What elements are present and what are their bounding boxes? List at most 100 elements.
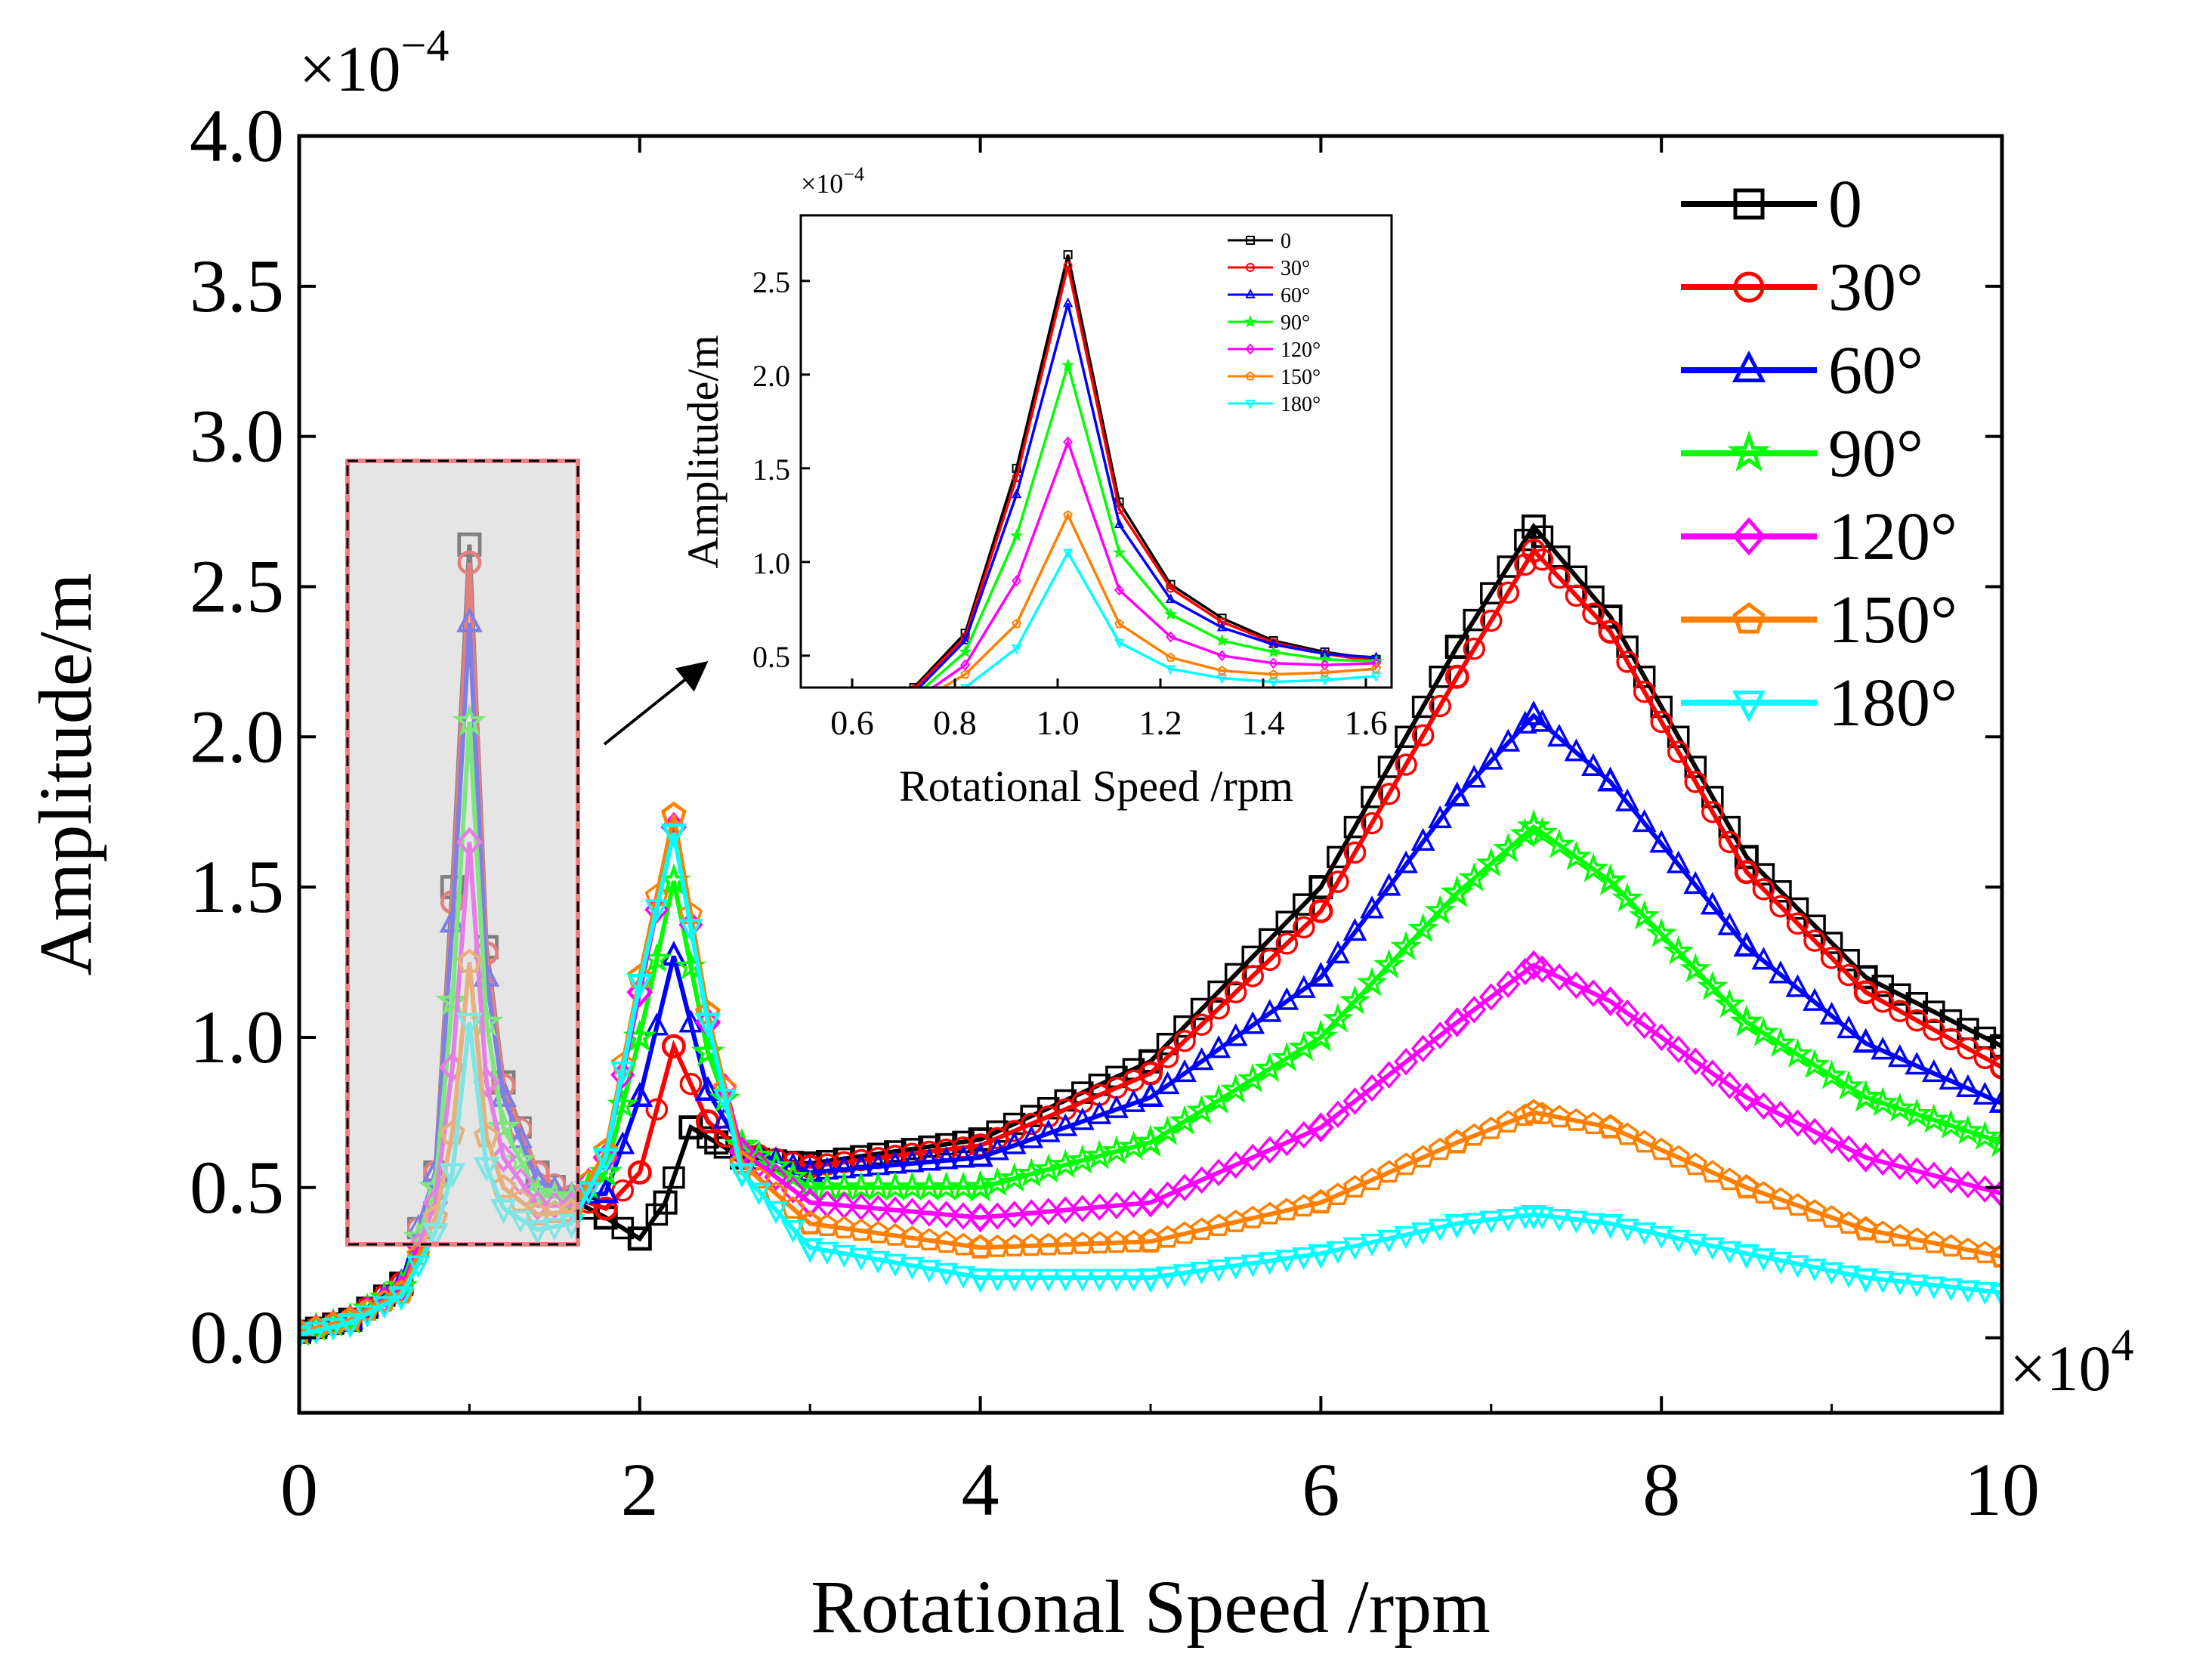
inset-legend-marker bbox=[1245, 400, 1256, 410]
main-data-point bbox=[1852, 1268, 1879, 1293]
main-data-point bbox=[1819, 1127, 1844, 1154]
main-data-point bbox=[1887, 1044, 1912, 1068]
inset-data-point bbox=[1217, 617, 1227, 627]
main-data-point bbox=[1308, 875, 1333, 900]
main-data-point bbox=[1478, 746, 1503, 770]
main-data-point bbox=[1410, 827, 1435, 851]
main-data-point bbox=[1101, 1135, 1132, 1165]
main-data-point bbox=[1257, 999, 1282, 1022]
main-data-point bbox=[1803, 1258, 1827, 1282]
main-data-point bbox=[1988, 1178, 2002, 1209]
inset-series-3 bbox=[922, 358, 1383, 688]
main-data-point bbox=[1155, 1266, 1180, 1290]
inset-legend-label: 60° bbox=[1281, 284, 1310, 308]
main-data-point bbox=[1819, 1001, 1844, 1025]
main-data-point bbox=[1632, 1222, 1657, 1246]
main-data-point bbox=[1410, 1222, 1435, 1246]
main-data-point bbox=[1666, 1229, 1691, 1253]
main-data-point bbox=[1939, 1166, 1963, 1195]
main-data-point bbox=[1581, 979, 1606, 1007]
main-data-point bbox=[1308, 962, 1334, 987]
main-data-point bbox=[1207, 997, 1230, 1020]
main-data-point bbox=[780, 1176, 805, 1204]
main-data-point bbox=[1785, 974, 1810, 997]
main-data-point bbox=[1254, 1052, 1286, 1083]
inset-data-point bbox=[1268, 669, 1278, 679]
main-data-point bbox=[1407, 913, 1439, 943]
main-data-point bbox=[610, 1062, 635, 1085]
main-data-point bbox=[1820, 947, 1843, 969]
main-data-point bbox=[1002, 1131, 1027, 1154]
main-data-point bbox=[1905, 1275, 1929, 1298]
main-data-point bbox=[337, 1313, 363, 1339]
main-data-point bbox=[1274, 987, 1299, 1010]
inset-data-point bbox=[1217, 665, 1227, 675]
inset-legend-marker bbox=[1243, 314, 1257, 328]
main-data-point bbox=[644, 1012, 669, 1036]
main-data-point bbox=[1560, 840, 1593, 870]
main-legend-label: 180° bbox=[1828, 666, 1957, 740]
main-data-point bbox=[1002, 1201, 1027, 1229]
main-data-point bbox=[1905, 1052, 1929, 1075]
main-data-point bbox=[1887, 1152, 1912, 1181]
main-data-point bbox=[917, 1199, 941, 1227]
main-data-point bbox=[1973, 1241, 1997, 1264]
main-data-point bbox=[1326, 1241, 1350, 1264]
main-data-point bbox=[304, 1321, 329, 1346]
inset-series-line bbox=[922, 360, 1376, 688]
main-data-point bbox=[1429, 694, 1451, 718]
main-data-point bbox=[388, 1286, 415, 1312]
main-data-point bbox=[1683, 870, 1708, 895]
main-data-point bbox=[626, 1082, 653, 1107]
main-data-point bbox=[1988, 1283, 2002, 1309]
main-data-point bbox=[1395, 753, 1417, 776]
main-y-tick-label: 4.0 bbox=[190, 94, 284, 178]
main-data-point bbox=[883, 1222, 907, 1246]
inset-data-point bbox=[910, 709, 918, 716]
main-data-point bbox=[1189, 1166, 1214, 1195]
main-data-point bbox=[1633, 1130, 1657, 1153]
main-data-point bbox=[645, 1098, 669, 1121]
main-data-point bbox=[1548, 566, 1571, 589]
main-data-point bbox=[1819, 1262, 1844, 1285]
main-data-point bbox=[1751, 947, 1776, 970]
inset-data-point bbox=[1217, 650, 1228, 662]
main-data-point bbox=[985, 1202, 1010, 1230]
main-data-point bbox=[934, 1201, 959, 1229]
main-data-point bbox=[1308, 1244, 1334, 1269]
main-data-point bbox=[592, 1148, 619, 1173]
main-data-point bbox=[1327, 870, 1349, 893]
main-data-point bbox=[1935, 1109, 1966, 1139]
inset-y-tick-label: 1.5 bbox=[752, 453, 790, 487]
main-data-point bbox=[1104, 1191, 1129, 1219]
inset-axis-ticks: 0.6 0.8 1.0 1.2 1.4 1.6 0.5 1.0 1.5 2.0 2.5 bbox=[752, 265, 1388, 742]
main-data-point bbox=[1615, 999, 1640, 1028]
inset-legend-label: 180° bbox=[1281, 393, 1321, 416]
main-data-point bbox=[1410, 1034, 1435, 1063]
main-data-point bbox=[780, 1219, 805, 1244]
main-data-point bbox=[1889, 1000, 1911, 1022]
main-data-point bbox=[1190, 997, 1213, 1021]
main-data-point bbox=[981, 1167, 1013, 1197]
main-data-point bbox=[592, 1178, 619, 1204]
main-data-point bbox=[653, 1190, 678, 1215]
main-data-point bbox=[1462, 1213, 1487, 1236]
main-data-point bbox=[661, 1034, 686, 1059]
inset-legend: 0 30° 60° 90° 120° 150° 180° bbox=[1228, 230, 1321, 416]
main-data-point bbox=[1373, 949, 1405, 979]
main-data-point bbox=[1564, 738, 1589, 762]
main-data-point bbox=[1816, 1059, 1848, 1089]
inset-series-6 bbox=[910, 549, 1382, 716]
main-data-point bbox=[1683, 1152, 1707, 1176]
main-y-tick-label: 3.0 bbox=[190, 394, 284, 478]
main-data-point bbox=[1155, 1181, 1180, 1209]
inset-data-point bbox=[958, 644, 972, 658]
main-data-point bbox=[1237, 1063, 1268, 1093]
main-data-point bbox=[1271, 1042, 1302, 1072]
main-legend: 0 30° 60° 90° 120° 150° 180° bbox=[1681, 167, 1957, 740]
zoom-region-dashed-outline bbox=[346, 459, 579, 1246]
main-data-point bbox=[764, 1201, 789, 1225]
inset-data-point bbox=[1063, 250, 1073, 260]
main-data-point bbox=[814, 1241, 839, 1265]
main-data-point bbox=[1036, 1269, 1061, 1292]
